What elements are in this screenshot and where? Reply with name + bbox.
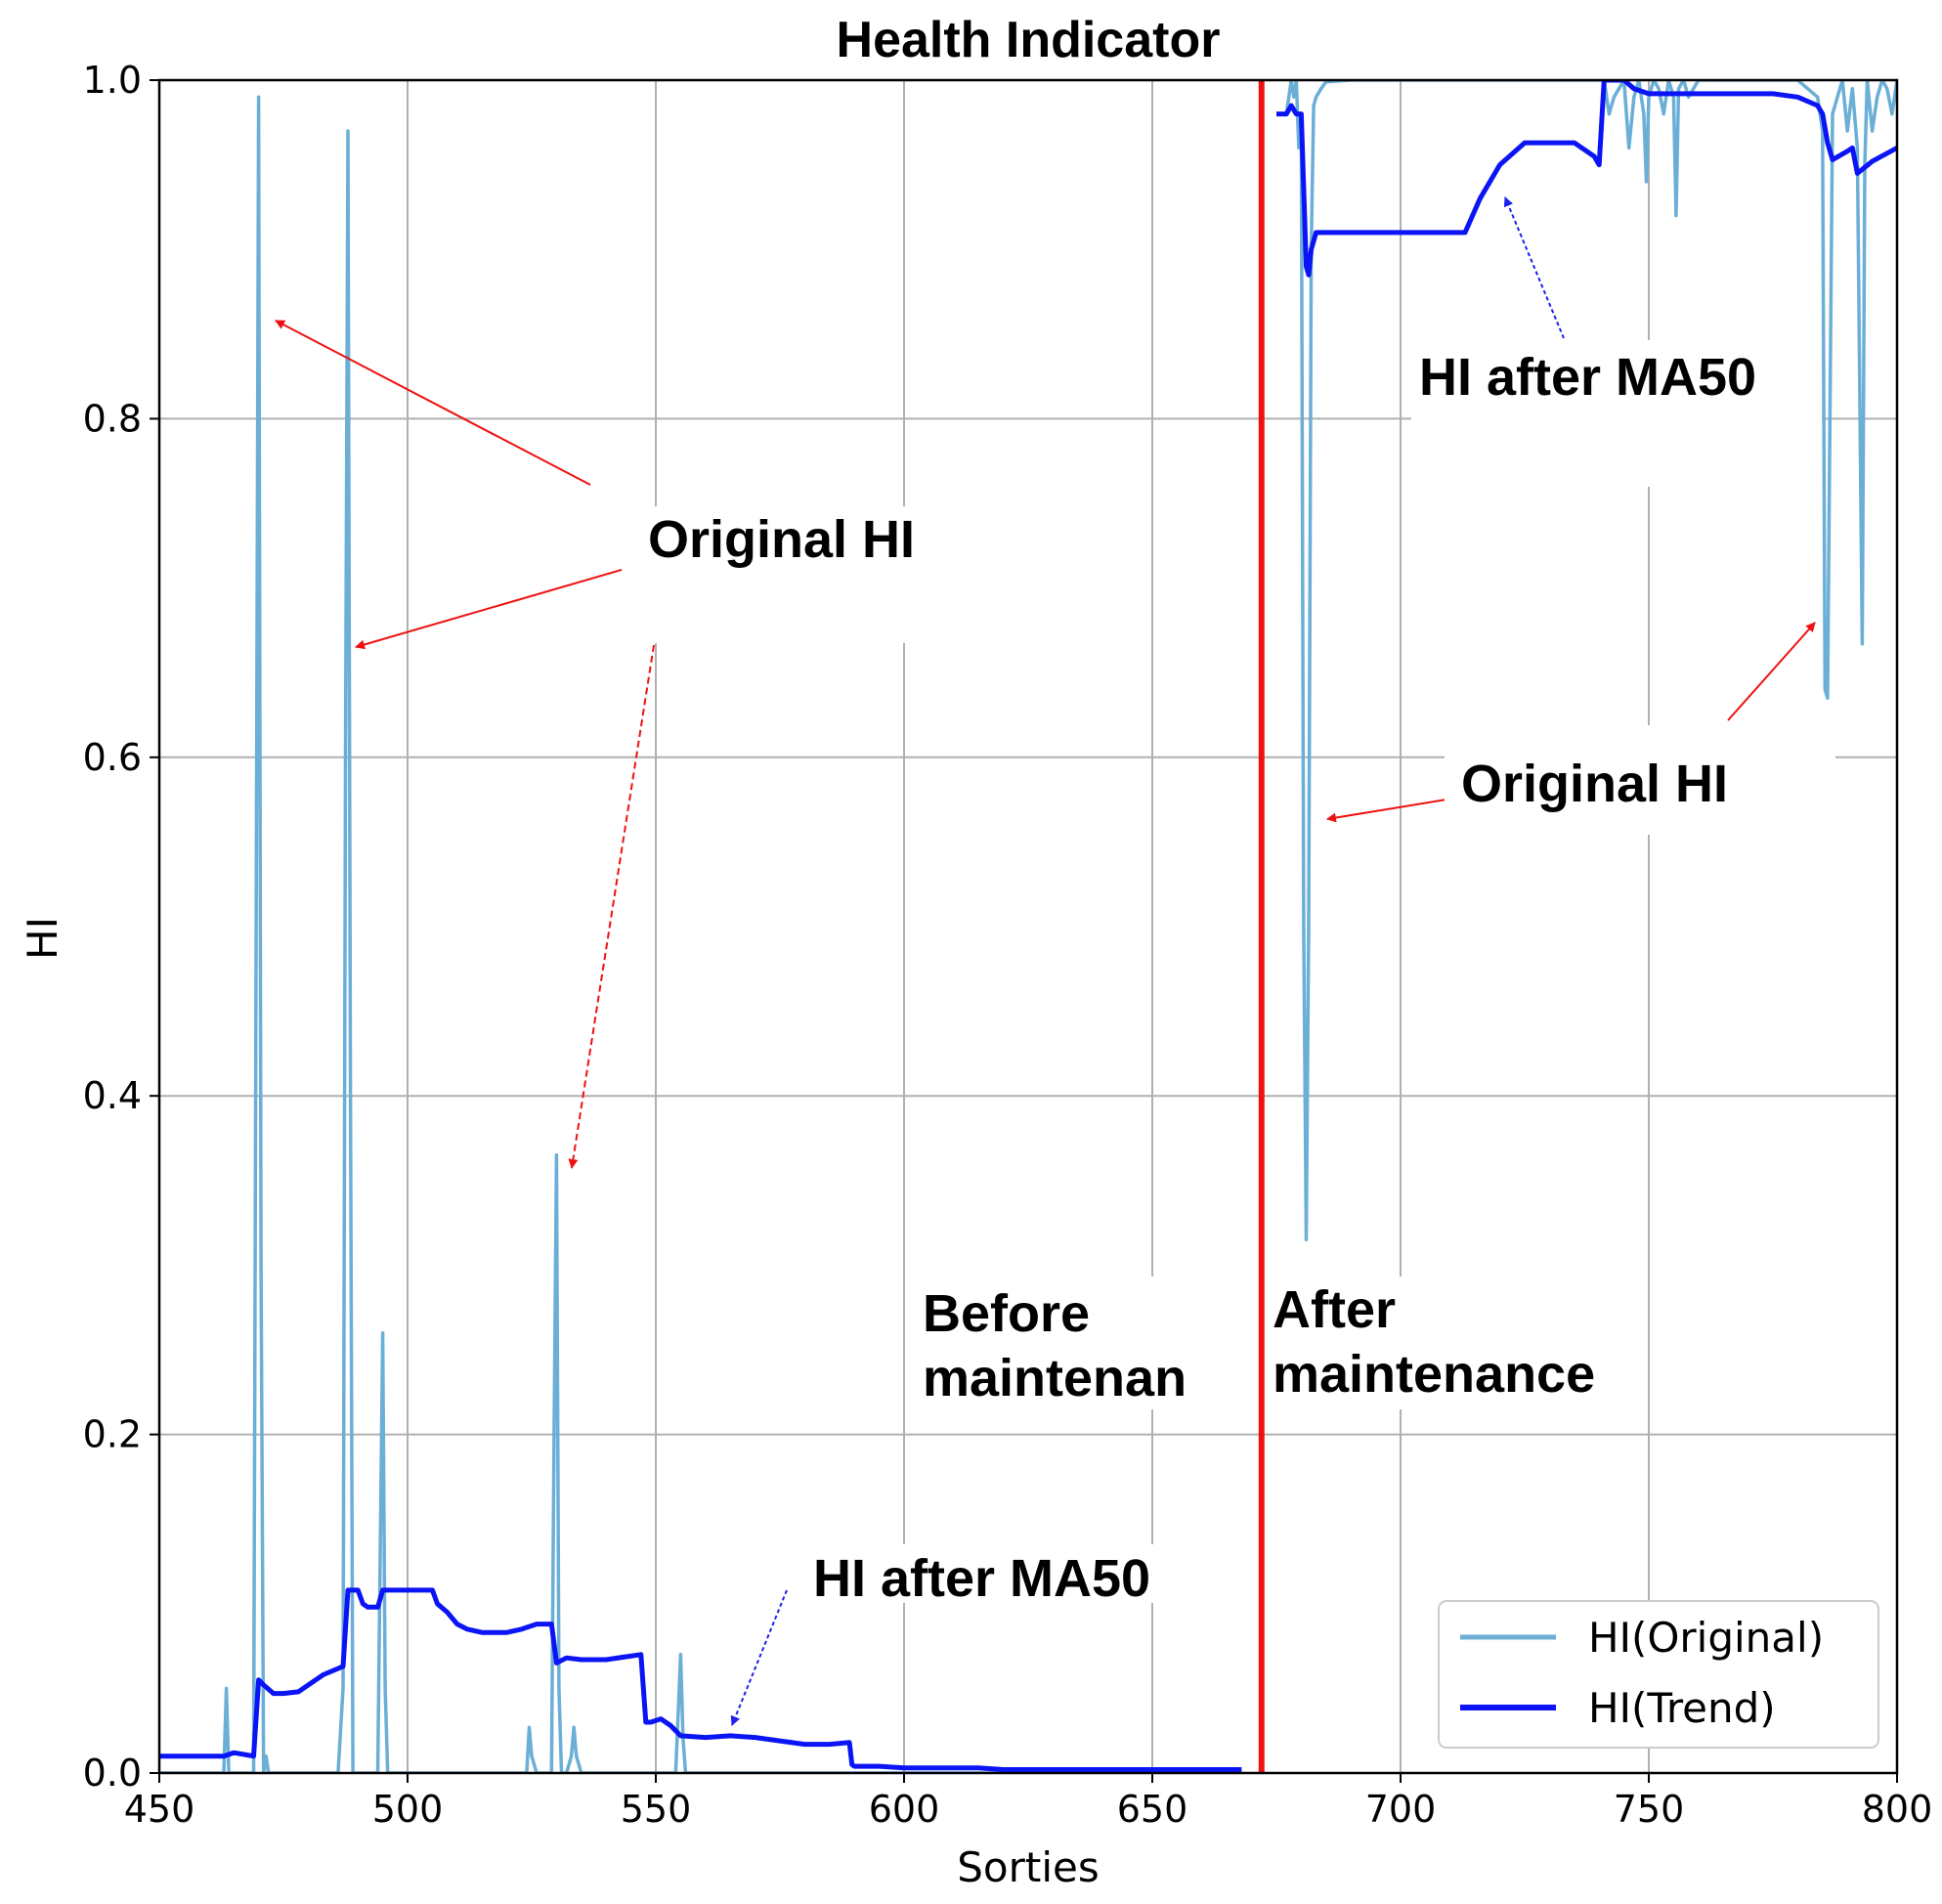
- x-tick-label-750: 750: [1614, 1788, 1685, 1831]
- annotation-after-line-1: After: [1273, 1280, 1396, 1339]
- annotation-arrow-ma50-2: [730, 1589, 788, 1726]
- legend-label-original: HI(Original): [1588, 1614, 1824, 1662]
- annotation-original-hi-2: Original HI: [1461, 755, 1728, 813]
- annotation-hi-after-ma50-2: HI after MA50: [813, 1549, 1150, 1608]
- legend: HI(Original) HI(Trend): [1438, 1600, 1879, 1749]
- y-tick-label-0: 0.0: [83, 1752, 142, 1795]
- annotation-bg-original-2: [1445, 725, 1835, 835]
- series-original-1: [1284, 80, 1897, 1242]
- y-tick-label-2: 0.4: [83, 1074, 142, 1117]
- annotation-hi-after-ma50-1: HI after MA50: [1419, 348, 1756, 407]
- y-axis-label: HI: [19, 917, 66, 960]
- annotation-arrow-ma50-1: [1503, 196, 1565, 339]
- x-tick-label-550: 550: [621, 1788, 692, 1831]
- annotation-arrow-original-2: [355, 569, 623, 650]
- annotation-bg-before: [915, 1277, 1171, 1409]
- annotation-arrow-original-5: [1727, 622, 1816, 721]
- annotation-arrow-original-1: [275, 320, 591, 486]
- annotation-bg-original-1: [624, 506, 962, 643]
- y-tick-label-4: 0.8: [83, 397, 142, 440]
- x-axis-label: Sorties: [957, 1843, 1099, 1891]
- x-tick-label-650: 650: [1117, 1788, 1188, 1831]
- annotation-bg-after: [1267, 1277, 1642, 1409]
- annotation-before-line-1: Before: [923, 1284, 1090, 1343]
- chart-title: Health Indicator: [837, 12, 1221, 68]
- x-tick-label-800: 800: [1862, 1788, 1933, 1831]
- series-original-0: [159, 95, 1242, 1773]
- y-tick-label-1: 0.2: [83, 1413, 142, 1456]
- axis-ticks: 450 500 550 600 650 700 750 800 0.0 0.2 0.4 0.6 0.8 1…: [83, 59, 1933, 1831]
- annotation-bg-ma50-1: [1411, 340, 1822, 487]
- grid: [158, 79, 1898, 1774]
- y-tick-label-3: 0.6: [83, 736, 142, 779]
- y-tick-label-5: 1.0: [83, 59, 142, 102]
- annotation-after-maintenance: After maintenance: [1273, 1280, 1595, 1404]
- x-tick-label-500: 500: [372, 1788, 444, 1831]
- annotation-before-maintenance: Before maintenan: [923, 1284, 1187, 1407]
- x-tick-label-600: 600: [869, 1788, 940, 1831]
- series-trend-2: [159, 1587, 1242, 1772]
- annotation-bg-ma50-2: [803, 1544, 1214, 1603]
- x-tick-label-700: 700: [1365, 1788, 1437, 1831]
- annotation-original-hi-1: Original HI: [648, 510, 915, 569]
- annotation-arrow-original-4: [1326, 799, 1447, 823]
- annotation-before-line-2: maintenan: [923, 1349, 1187, 1407]
- annotation-after-line-2: maintenance: [1273, 1345, 1595, 1404]
- x-tick-label-450: 450: [124, 1788, 195, 1831]
- legend-label-trend: HI(Trend): [1588, 1684, 1776, 1732]
- plot-frame: [157, 78, 1899, 1775]
- annotation-arrow-original-3: [568, 644, 655, 1169]
- series-trend-3: [1276, 80, 1897, 278]
- series-layer: [159, 80, 1897, 1773]
